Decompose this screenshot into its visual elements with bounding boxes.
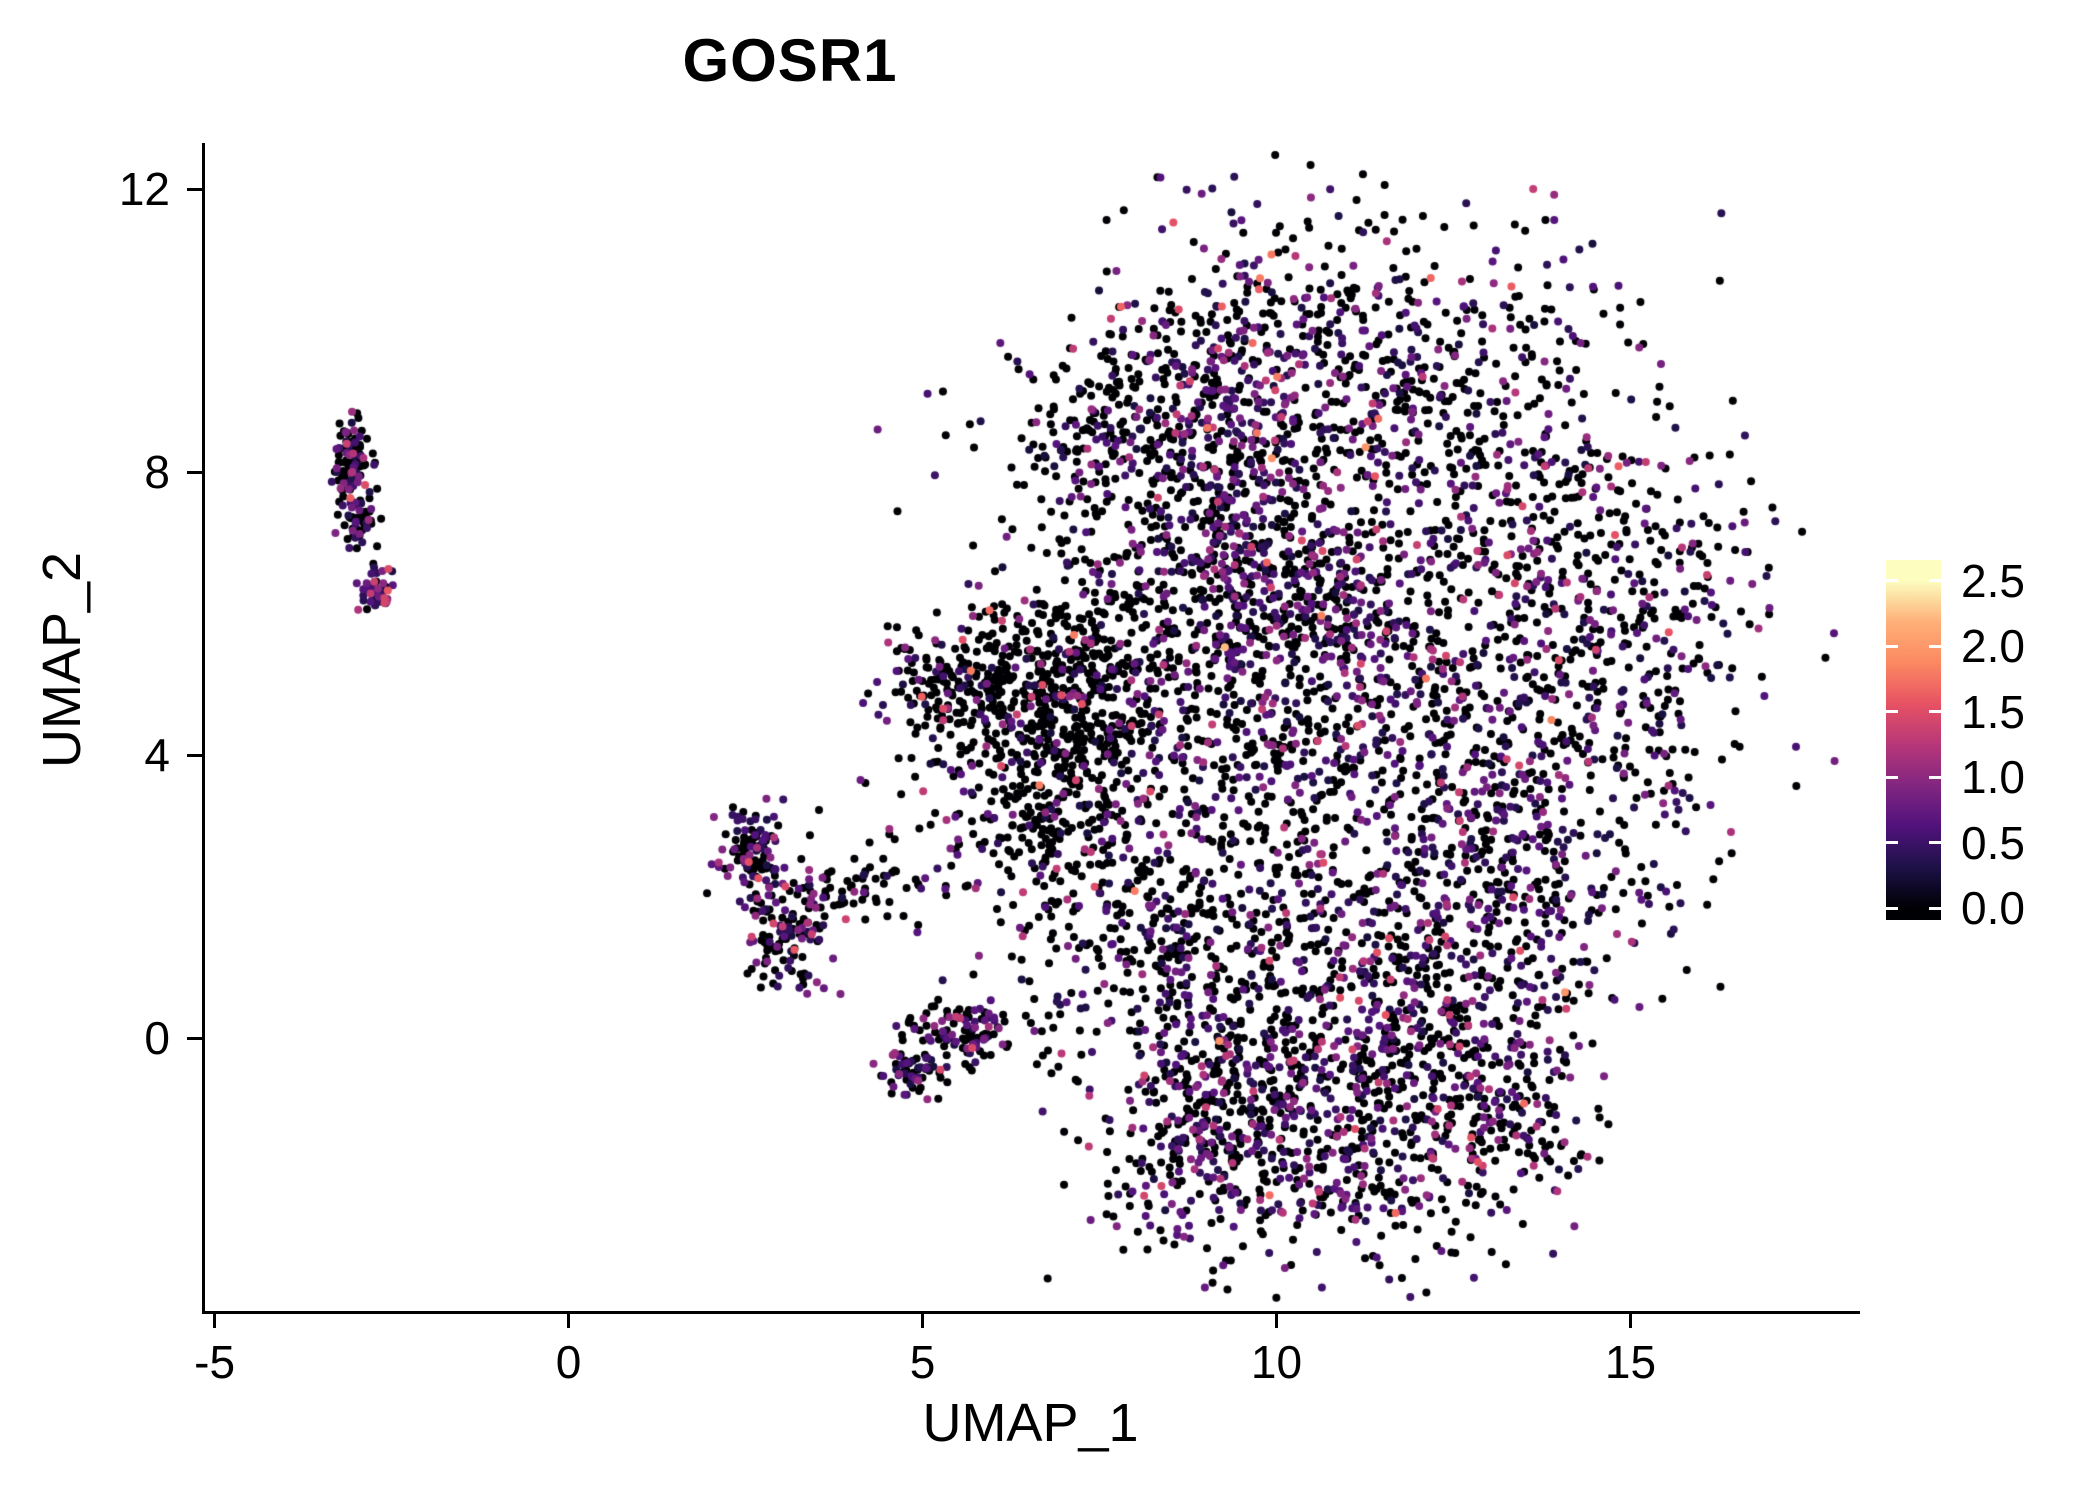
x-axis-label: UMAP_1 [922, 1393, 1139, 1453]
plot-title: GOSR1 [682, 27, 898, 94]
x-axis-line [202, 1311, 1860, 1314]
y-axis-label: UMAP_2 [32, 551, 92, 769]
y-axis-line [202, 143, 205, 1314]
colorbar-gradient [1886, 560, 1941, 920]
